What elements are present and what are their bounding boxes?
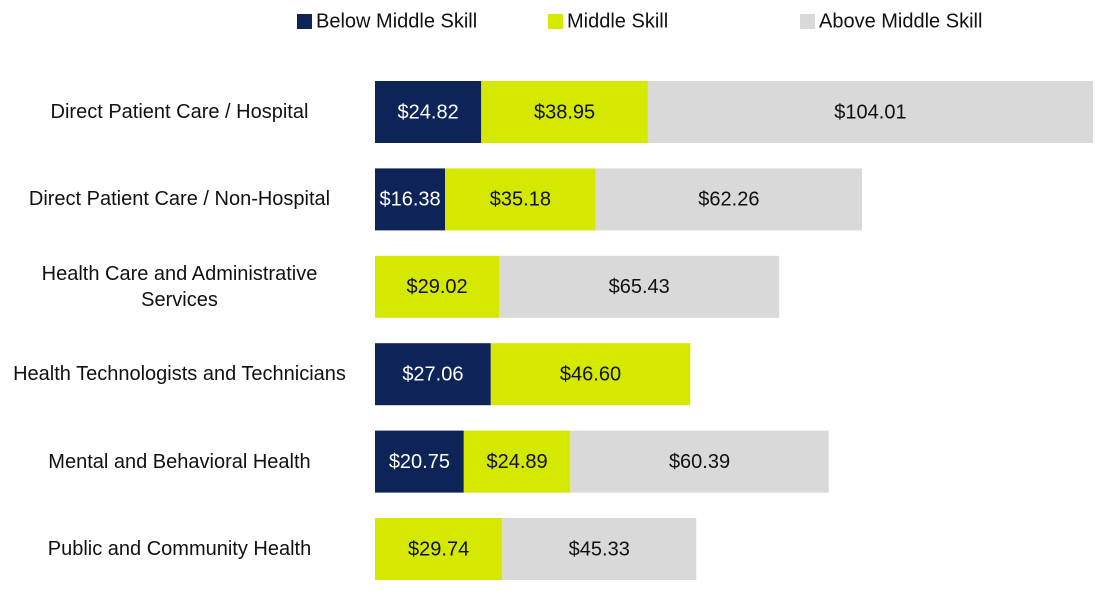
category-label: Direct Patient Care / Hospital — [50, 101, 309, 123]
bar-segment — [375, 430, 464, 493]
category-label: Health Care and Administrative Services — [41, 262, 318, 311]
data-label: $60.39 — [669, 451, 730, 473]
category-label: Public and Community Health — [47, 538, 312, 560]
data-label: $65.43 — [609, 276, 670, 298]
bar-segment — [595, 168, 863, 231]
legend-swatch — [800, 14, 815, 29]
category-label: Health Technologists and Technicians — [13, 363, 346, 386]
bar-segment — [375, 168, 446, 231]
bar-segment — [463, 430, 571, 493]
bar-segment — [499, 255, 780, 318]
bar-segment — [647, 81, 1093, 143]
bar-segment — [570, 430, 829, 493]
legend-label: Middle Skill — [567, 10, 668, 32]
data-label: $29.02 — [407, 276, 468, 298]
bar-segment — [375, 81, 482, 143]
bar-segment — [375, 255, 500, 318]
legend-swatch — [548, 14, 563, 29]
legend-swatch — [297, 14, 312, 29]
data-label: $45.33 — [569, 538, 630, 560]
data-label: $29.74 — [408, 538, 469, 560]
data-label: $46.60 — [560, 363, 621, 385]
data-label: $16.38 — [379, 189, 440, 211]
data-label: $38.95 — [534, 101, 595, 123]
data-label: $20.75 — [389, 451, 450, 473]
bar-segment — [445, 168, 596, 231]
category-label: Mental and Behavioral Health — [48, 450, 311, 473]
data-label: $24.89 — [486, 451, 547, 473]
data-label: $35.18 — [490, 189, 551, 211]
category-label: Direct Patient Care / Non-Hospital — [28, 188, 331, 211]
legend-label: Above Middle Skill — [819, 10, 982, 32]
bar-segment — [375, 343, 491, 406]
bar-segment — [375, 518, 503, 580]
data-label: $27.06 — [402, 363, 463, 385]
bar-segment — [481, 81, 648, 143]
bar-segment — [490, 343, 691, 406]
data-label: $62.26 — [698, 189, 759, 211]
bar-segment — [502, 518, 697, 580]
legend-label: Below Middle Skill — [316, 10, 477, 32]
data-label: $24.82 — [398, 101, 459, 123]
data-label: $104.01 — [834, 101, 906, 123]
